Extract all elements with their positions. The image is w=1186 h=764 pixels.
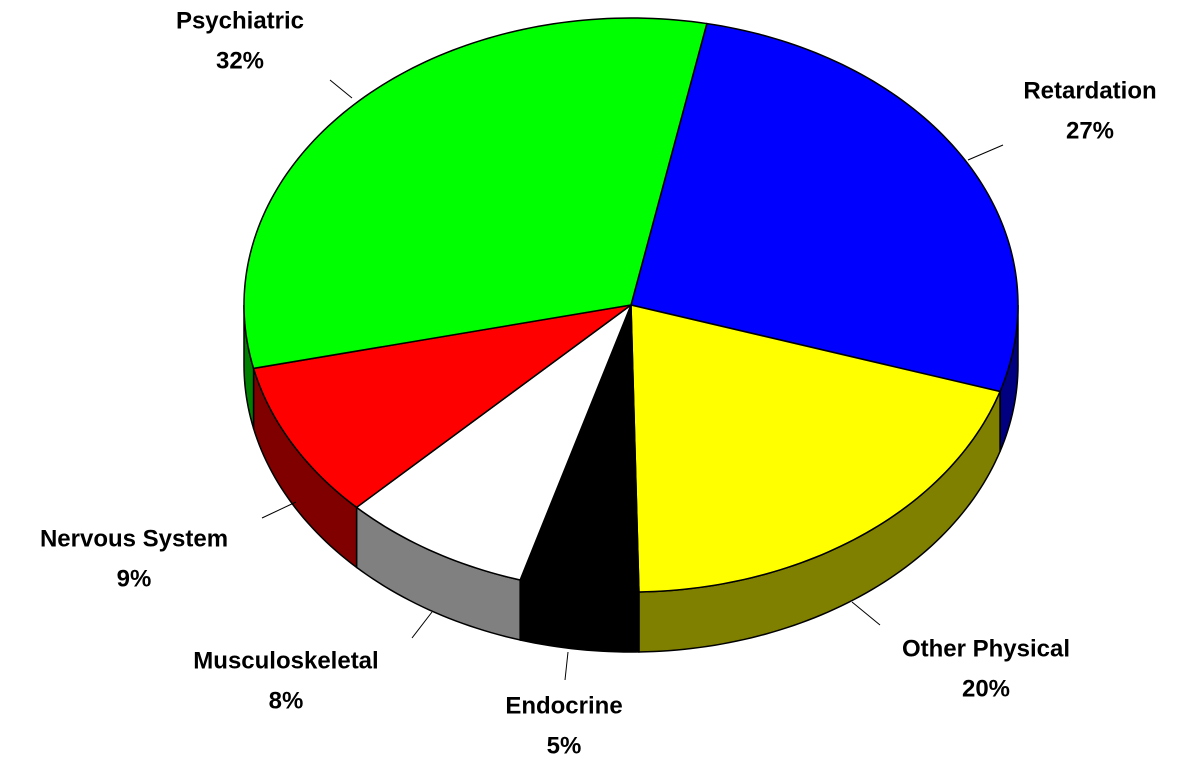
pie-slice [519, 304, 640, 593]
pie-slice [252, 304, 632, 509]
value-label: 27% [1066, 117, 1114, 144]
slice-label: Endocrine [505, 692, 622, 719]
pie-slice [243, 17, 708, 370]
leader-line [411, 611, 433, 639]
pie-slice [630, 22, 1019, 393]
slice-label: Other Physical [902, 635, 1070, 662]
slice-label: Retardation [1023, 77, 1156, 104]
pie-slice [355, 302, 633, 581]
leader-line [967, 144, 1004, 161]
slice-label: Psychiatric [176, 7, 304, 34]
pie-slice [630, 304, 1002, 593]
leader-line [851, 601, 881, 626]
leader-line [261, 501, 297, 519]
slice-label: Musculoskeletal [193, 647, 378, 674]
value-label: 20% [962, 675, 1010, 702]
leader-line [329, 79, 353, 99]
value-label: 8% [269, 687, 304, 714]
slice-label: Nervous System [40, 525, 228, 552]
value-label: 5% [547, 732, 582, 759]
value-label: 32% [216, 47, 264, 74]
value-label: 9% [117, 565, 152, 592]
leader-line [564, 651, 569, 681]
